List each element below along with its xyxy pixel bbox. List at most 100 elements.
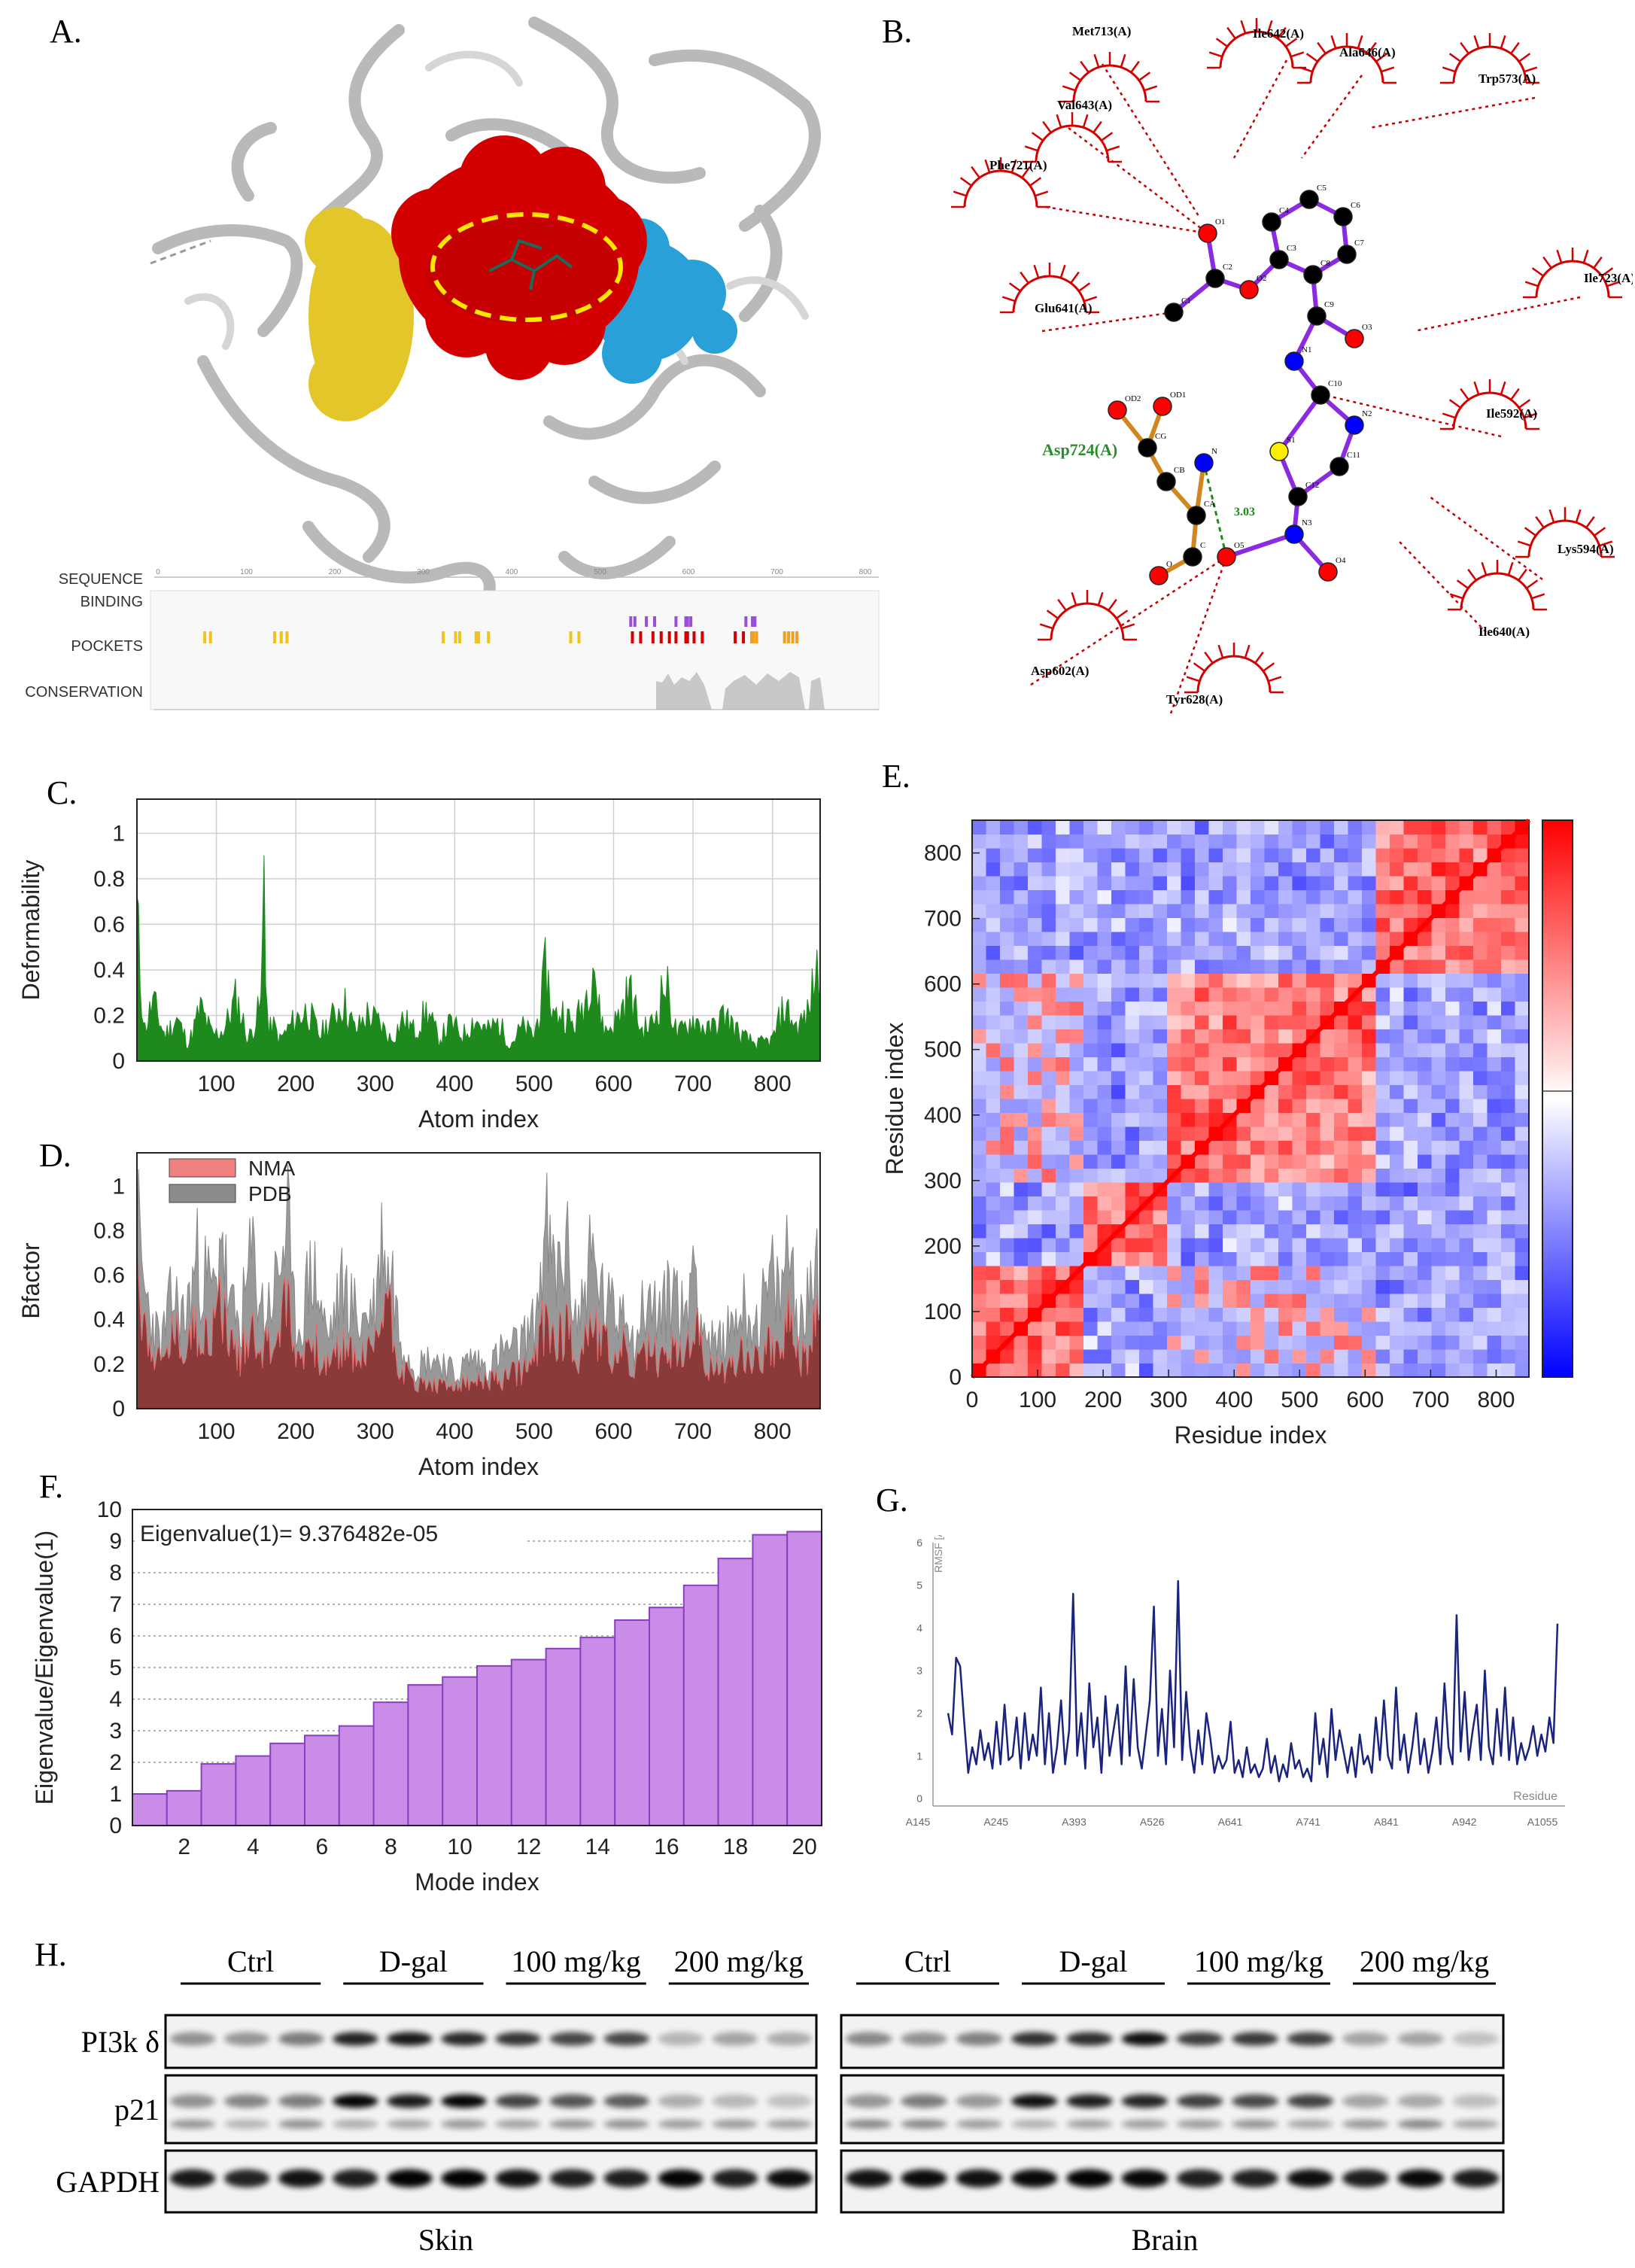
heatmap-cell: [1473, 1182, 1488, 1196]
heatmap-cell: [1167, 1056, 1181, 1072]
heatmap-cell: [1236, 1266, 1251, 1280]
heatmap-cell: [1445, 1321, 1460, 1336]
heatmap-cell: [1223, 1335, 1237, 1350]
heatmap-cell: [1111, 889, 1126, 904]
heatmap-cell: [1083, 1099, 1098, 1113]
heatmap-cell: [1139, 834, 1153, 849]
heatmap-cell: [1014, 1224, 1029, 1239]
heatmap-cell: [1097, 1071, 1112, 1085]
heatmap-cell: [1418, 1196, 1432, 1211]
hydrophobic-spoke: [1442, 66, 1456, 73]
heatmap-cell: [1097, 932, 1112, 946]
heatmap-cell: [1306, 1251, 1320, 1266]
heatmap-cell: [1278, 1140, 1293, 1155]
heatmap-cell: [1320, 1126, 1335, 1141]
heatmap-cell: [972, 1056, 986, 1072]
heatmap-cell: [1111, 1363, 1126, 1378]
heatmap-cell: [1028, 1140, 1042, 1155]
heatmap-cell: [1306, 1196, 1320, 1211]
heatmap-cell: [1418, 973, 1432, 988]
heatmap-cell: [1181, 932, 1196, 946]
hydrophobic-spoke: [1585, 515, 1595, 528]
heatmap-cell: [1375, 889, 1390, 904]
blot-band: [1176, 2032, 1223, 2046]
heatmap-cell: [1362, 1279, 1376, 1294]
heatmap-cell: [1097, 987, 1112, 1002]
y-tick-label: 0.6: [93, 1263, 125, 1288]
atom: [1284, 351, 1304, 371]
heatmap-cell: [972, 1349, 986, 1364]
pocket-mark-red: [734, 631, 737, 643]
heatmap-cell: [1348, 1349, 1363, 1364]
heatmap-cell: [1041, 1266, 1056, 1280]
heatmap-cell: [1014, 1182, 1029, 1196]
hydrophobic-spoke: [1330, 35, 1337, 49]
heatmap-cell: [1041, 917, 1056, 932]
heatmap-cell: [1375, 1112, 1390, 1127]
heatmap-cell: [1000, 987, 1014, 1002]
heatmap-cell: [1181, 1084, 1196, 1099]
heatmap-cell: [1251, 1210, 1265, 1224]
heatmap-cell: [1487, 1321, 1502, 1336]
heatmap-cell: [1431, 987, 1446, 1002]
blot-band: [1287, 2094, 1334, 2108]
heatmap-cell: [1375, 1126, 1390, 1141]
heatmap-cell: [1041, 1182, 1056, 1196]
heatmap-cell: [1431, 959, 1446, 974]
hydrophobic-spoke: [1082, 114, 1089, 128]
heatmap-cell: [1292, 834, 1307, 849]
heatmap-cell: [1473, 1196, 1488, 1211]
heatmap-cell: [1236, 1210, 1251, 1224]
hydrophobic-spoke: [1070, 271, 1080, 284]
protein-ribbon: [152, 17, 821, 623]
x-tick-label: 100: [1019, 1388, 1056, 1412]
heatmap-cell: [1041, 862, 1056, 877]
hydrophobic-spoke: [1020, 271, 1029, 284]
heatmap-cell: [1473, 1251, 1488, 1266]
heatmap-cell: [986, 1182, 1001, 1196]
heatmap-cell: [1167, 820, 1181, 835]
hydrophobic-arc: [1035, 124, 1110, 163]
heatmap-cell: [1459, 1029, 1474, 1044]
ligand: [488, 239, 573, 290]
heatmap-cell: [1236, 862, 1251, 877]
heatmap-cell: [1139, 1182, 1153, 1196]
heatmap-cell: [1056, 1056, 1070, 1072]
heatmap-cell: [1083, 904, 1098, 918]
bar: [682, 1584, 719, 1827]
blot-band-lower: [1121, 2119, 1169, 2129]
heatmap-cell: [1014, 1335, 1029, 1350]
heatmap-cell: [1390, 1001, 1404, 1016]
heatmap-cell: [1334, 1294, 1348, 1308]
heatmap-cell: [1014, 1210, 1029, 1224]
heatmap-cell: [1348, 945, 1363, 960]
heatmap-cell: [1195, 876, 1209, 890]
pocket-mark-red: [674, 631, 678, 643]
heatmap-cell: [1362, 1043, 1376, 1057]
heatmap-cell: [1264, 1056, 1279, 1072]
heatmap-cell: [1000, 1112, 1014, 1127]
contact-line: [1369, 96, 1536, 129]
hydrophobic-spoke: [1093, 120, 1102, 133]
heatmap-cell: [1181, 1126, 1196, 1141]
x-tick-label: 100: [198, 1072, 236, 1096]
heatmap-cell: [1418, 1279, 1432, 1294]
heatmap-cells: [972, 820, 1530, 1378]
heatmap-cell: [1473, 1043, 1488, 1057]
heatmap-cell: [986, 1001, 1001, 1016]
heatmap-cell: [1139, 1001, 1153, 1016]
heatmap-cell: [972, 1154, 986, 1169]
heatmap-cell: [1181, 1168, 1196, 1183]
heatmap-cell: [1264, 1126, 1279, 1141]
heatmap-cell: [1362, 1001, 1376, 1016]
y-tick-label: 1: [112, 821, 125, 846]
heatmap-cell: [1278, 959, 1293, 974]
heatmap-cell: [1083, 1196, 1098, 1211]
heatmap-cell: [1181, 987, 1196, 1002]
atom-label: O1: [1215, 217, 1225, 226]
heatmap-cell: [1014, 862, 1029, 877]
heatmap-cell: [1153, 1015, 1168, 1029]
heatmap-cell: [986, 1168, 1001, 1183]
heatmap-cell: [1501, 1294, 1515, 1308]
heatmap-cell: [1459, 1321, 1474, 1336]
